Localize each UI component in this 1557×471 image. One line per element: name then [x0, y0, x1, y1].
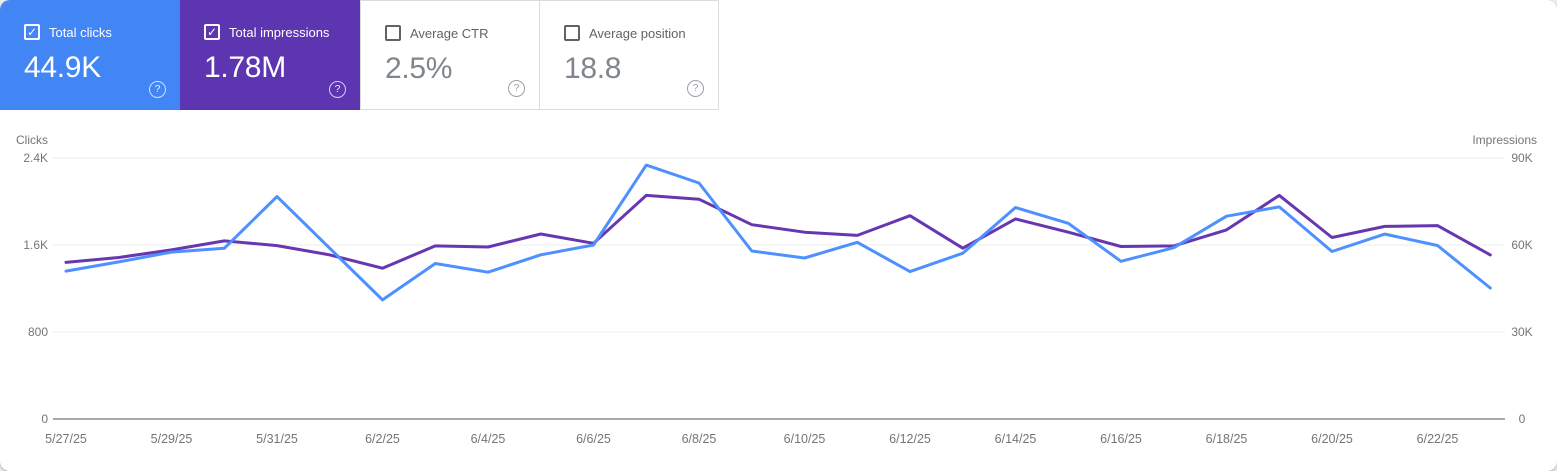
clicks-line	[64, 163, 1492, 302]
right-axis-title: Impressions	[1472, 133, 1537, 147]
total-clicks-value: 44.9K	[24, 51, 101, 84]
card-label: Total clicks	[49, 24, 112, 40]
left-axis-tick-label: 0	[41, 412, 48, 426]
card-label: Total impressions	[229, 24, 330, 40]
left-axis-tick-label: 800	[28, 325, 48, 339]
metric-cards: ✓ Total clicks 44.9K ? ✓ Total impressio…	[0, 0, 1557, 110]
x-axis-tick-label: 6/16/25	[1100, 432, 1142, 446]
average-ctr-checkbox-icon[interactable]	[385, 25, 401, 41]
x-axis-tick-label: 6/20/25	[1311, 432, 1353, 446]
average-ctr-value: 2.5%	[385, 52, 453, 85]
card-average-ctr[interactable]: Average CTR 2.5% ?	[360, 0, 540, 110]
total-impressions-value: 1.78M	[204, 51, 286, 84]
average-position-checkbox-icon[interactable]	[564, 25, 580, 41]
performance-chart-svg: 2.4K 1.6K 800 0 90K 60K 30K 0 Clicks Impressions 5…	[16, 133, 1537, 446]
average-position-value: 18.8	[564, 52, 622, 85]
x-axis-tick-label: 6/12/25	[889, 432, 931, 446]
x-axis-tick-label: 6/8/25	[682, 432, 717, 446]
card-label: Average CTR	[410, 25, 489, 41]
x-axis-tick-label: 6/4/25	[471, 432, 506, 446]
x-axis-tick-label: 6/6/25	[576, 432, 611, 446]
help-icon[interactable]: ?	[687, 80, 704, 97]
card-head: Average CTR	[385, 25, 539, 41]
right-axis-tick-label: 90K	[1511, 151, 1532, 165]
x-axis-tick-label: 5/31/25	[256, 432, 298, 446]
card-head: ✓ Total clicks	[24, 24, 180, 40]
x-axis-tick-label: 6/18/25	[1206, 432, 1248, 446]
total-clicks-checkbox-icon[interactable]: ✓	[24, 24, 40, 40]
left-axis-tick-label: 1.6K	[23, 238, 48, 252]
help-icon[interactable]: ?	[149, 81, 166, 98]
x-axis-tick-label: 5/29/25	[151, 432, 193, 446]
right-axis-tick-label: 0	[1519, 412, 1526, 426]
x-axis-tick-label: 6/2/25	[365, 432, 400, 446]
card-average-position[interactable]: Average position 18.8 ?	[539, 0, 719, 110]
x-axis-tick-label: 5/27/25	[45, 432, 87, 446]
right-axis-tick-label: 60K	[1511, 238, 1532, 252]
right-axis-tick-label: 30K	[1511, 325, 1532, 339]
total-impressions-checkbox-icon[interactable]: ✓	[204, 24, 220, 40]
left-axis-tick-label: 2.4K	[23, 151, 48, 165]
card-head: Average position	[564, 25, 718, 41]
x-axis-tick-label: 6/10/25	[784, 432, 826, 446]
x-axis-tick-label: 6/22/25	[1417, 432, 1459, 446]
card-head: ✓ Total impressions	[204, 24, 360, 40]
x-axis-tick-label: 6/14/25	[995, 432, 1037, 446]
card-total-clicks[interactable]: ✓ Total clicks 44.9K ?	[0, 0, 180, 110]
card-label: Average position	[589, 25, 686, 41]
help-icon[interactable]: ?	[329, 81, 346, 98]
performance-chart[interactable]: 2.4K 1.6K 800 0 90K 60K 30K 0 Clicks Impressions 5…	[0, 125, 1557, 471]
left-axis-title: Clicks	[16, 133, 48, 147]
card-total-impressions[interactable]: ✓ Total impressions 1.78M ?	[180, 0, 360, 110]
help-icon[interactable]: ?	[508, 80, 525, 97]
